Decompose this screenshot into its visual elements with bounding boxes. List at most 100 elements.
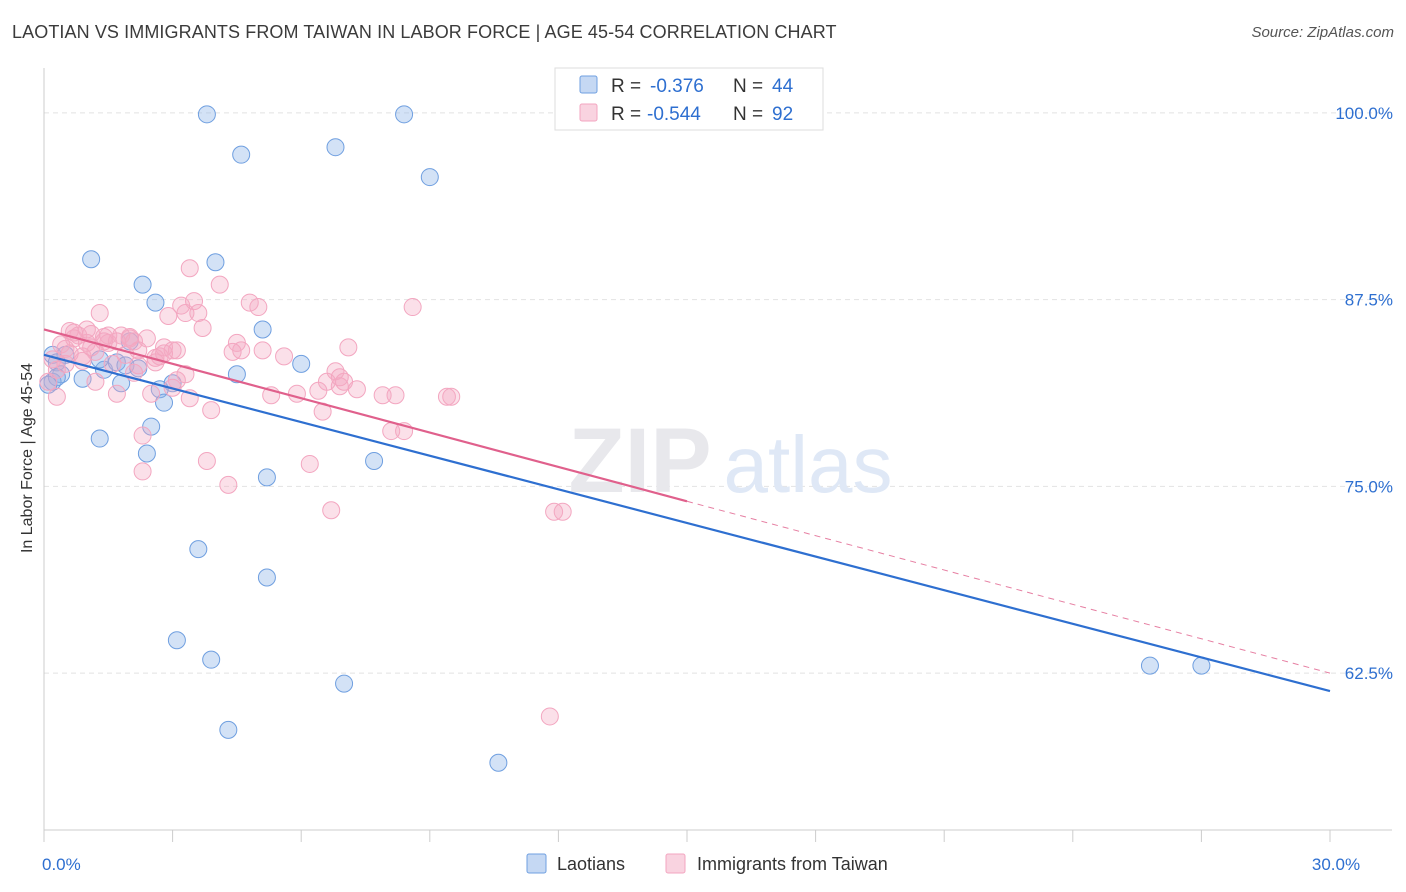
watermark-bold: ZIP <box>568 410 711 512</box>
legend-label-laotians: Laotians <box>557 854 625 874</box>
stat-legend-n-label-2: N = <box>733 104 763 125</box>
taiwan-point <box>300 454 319 473</box>
laotian-point <box>420 168 439 187</box>
series-laotians-points <box>39 105 1211 772</box>
taiwan-trendline-extension <box>686 500 1331 674</box>
watermark-light: atlas <box>724 420 893 509</box>
laotian-point <box>365 451 384 470</box>
stat-legend-n-label: N = <box>733 76 763 97</box>
laotian-point <box>232 145 251 164</box>
taiwan-point <box>330 368 349 387</box>
taiwan-point <box>386 386 405 405</box>
laotian-point <box>202 650 221 669</box>
stat-legend-r-value-laotians: -0.376 <box>650 76 704 97</box>
legend-swatch-laotians <box>526 853 547 874</box>
taiwan-point <box>373 386 392 405</box>
taiwan-point <box>223 342 242 361</box>
laotian-trendline <box>43 353 1331 693</box>
laotian-point <box>395 105 414 124</box>
laotian-point <box>219 720 238 739</box>
tick-labels: 100.0% 87.5% 75.0% 62.5% 0.0% 30.0% <box>42 104 1393 874</box>
laotian-point <box>155 393 174 412</box>
laotian-point <box>292 354 311 373</box>
laotian-point <box>90 429 109 448</box>
taiwan-point <box>137 329 156 348</box>
taiwan-point <box>210 275 229 294</box>
taiwan-point <box>322 501 341 520</box>
gridlines <box>44 112 1392 674</box>
y-tick-label: 75.0% <box>1345 477 1393 496</box>
taiwan-point <box>133 426 152 445</box>
laotian-point <box>197 105 216 124</box>
taiwan-point <box>180 259 199 278</box>
taiwan-point <box>553 502 572 521</box>
stat-legend-r-label-2: R = <box>611 104 641 125</box>
stat-legend: R = -0.376 N = 44 R = -0.544 N = 92 <box>554 67 824 131</box>
stat-legend-swatch-laotians <box>579 75 598 94</box>
laotian-point <box>146 293 165 312</box>
taiwan-point <box>39 372 58 391</box>
laotian-point <box>82 250 101 269</box>
laotian-point <box>335 674 354 693</box>
taiwan-point <box>107 384 126 403</box>
taiwan-point <box>275 347 294 366</box>
taiwan-point <box>159 307 178 326</box>
stat-legend-n-value-taiwan: 92 <box>772 104 793 125</box>
laotian-point <box>489 753 508 772</box>
taiwan-point <box>202 401 221 420</box>
taiwan-point <box>540 707 559 726</box>
laotian-point <box>257 568 276 587</box>
laotian-point <box>326 138 345 157</box>
taiwan-point <box>219 475 238 494</box>
series-legend: Laotians Immigrants from Taiwan <box>526 853 888 874</box>
laotian-point <box>206 253 225 272</box>
laotian-point <box>167 631 186 650</box>
taiwan-point <box>193 318 212 337</box>
laotian-point <box>227 365 246 384</box>
legend-label-taiwan: Immigrants from Taiwan <box>697 854 888 874</box>
axes <box>43 68 1392 842</box>
x-tick-label: 0.0% <box>42 855 81 874</box>
laotian-point <box>253 320 272 339</box>
taiwan-point <box>240 293 259 312</box>
taiwan-point <box>129 356 148 375</box>
taiwan-point <box>90 304 109 323</box>
laotian-point <box>137 444 156 463</box>
taiwan-point <box>142 384 161 403</box>
laotian-point <box>133 275 152 294</box>
taiwan-point <box>403 298 422 317</box>
taiwan-point <box>86 372 105 391</box>
y-tick-label: 100.0% <box>1335 104 1393 123</box>
taiwan-point <box>339 338 358 357</box>
taiwan-point <box>47 387 66 406</box>
stat-legend-r-value-taiwan: -0.544 <box>647 104 701 125</box>
taiwan-point <box>442 387 461 406</box>
stat-legend-swatch-taiwan <box>579 103 598 122</box>
stat-legend-n-value-laotians: 44 <box>772 76 794 97</box>
laotian-point <box>257 468 276 487</box>
taiwan-point <box>133 462 152 481</box>
source-credit: Source: ZipAtlas.com <box>1251 24 1394 41</box>
stat-legend-r-label: R = <box>611 76 641 97</box>
taiwan-point <box>253 341 272 360</box>
taiwan-point <box>347 380 366 399</box>
legend-swatch-taiwan <box>665 853 686 874</box>
watermark: ZIP atlas <box>568 410 892 512</box>
laotian-point <box>189 540 208 559</box>
x-tick-label: 30.0% <box>1312 855 1360 874</box>
taiwan-point <box>197 451 216 470</box>
taiwan-point <box>189 304 208 323</box>
trendlines <box>43 328 1331 693</box>
laotian-point <box>1140 656 1159 675</box>
taiwan-point <box>185 292 204 311</box>
stat-legend-box <box>554 67 824 131</box>
y-tick-label: 87.5% <box>1345 291 1393 310</box>
taiwan-trendline <box>43 328 688 503</box>
taiwan-point <box>249 298 268 317</box>
taiwan-point <box>437 387 456 406</box>
y-tick-label: 62.5% <box>1345 664 1393 683</box>
series-taiwan-points <box>39 259 572 726</box>
chart-title: LAOTIAN VS IMMIGRANTS FROM TAIWAN IN LAB… <box>12 22 837 42</box>
taiwan-point <box>176 365 195 384</box>
